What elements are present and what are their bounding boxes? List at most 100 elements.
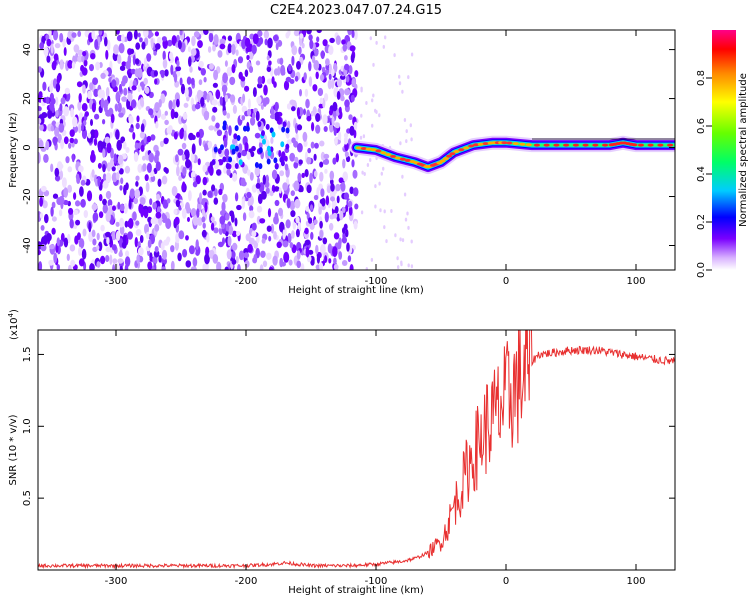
heatmap-noise-cell: [335, 183, 341, 192]
heatmap-noise-cell: [350, 53, 355, 64]
heatmap-noise-cell: [332, 212, 338, 219]
heatmap-noise-cell: [98, 194, 103, 202]
snr-scale-factor: (x104): [7, 309, 20, 340]
heatmap-noise-cell: [203, 30, 209, 35]
heatmap-noise-cell: [291, 106, 296, 112]
heatmap-noise-cell: [76, 176, 81, 184]
heatmap-track-peak: [582, 143, 589, 147]
heatmap-noise-cell: [197, 217, 203, 226]
heatmap-noise-cell: [241, 115, 246, 121]
heatmap-noise-cell: [369, 36, 372, 41]
heatmap-noise-cell: [188, 56, 192, 67]
heatmap-track-peak: [657, 143, 664, 147]
heatmap-noise-cell: [135, 42, 141, 50]
heatmap-noise-cell: [40, 185, 47, 192]
heatmap-noise-cell: [146, 135, 152, 143]
heatmap-noise-cell: [176, 98, 180, 108]
heatmap-noise-cell: [313, 153, 317, 161]
heatmap-noise-cell: [404, 217, 408, 222]
heatmap-noise-cell: [307, 147, 312, 154]
heatmap-noise-cell: [60, 139, 64, 150]
heatmap-noise-cell: [136, 254, 140, 264]
heatmap-noise-cell: [410, 52, 414, 57]
heatmap-y-tick-label: -20: [22, 188, 33, 204]
heatmap-noise-cell: [157, 178, 162, 187]
heatmap-noise-cell: [218, 227, 223, 235]
heatmap-noise-cell: [191, 35, 196, 47]
heatmap-noise-cell: [309, 172, 313, 184]
heatmap-noise-cell: [52, 136, 58, 145]
heatmap-noise-cell: [294, 75, 299, 82]
heatmap-noise-cell: [224, 266, 229, 270]
heatmap-noise-cell: [241, 198, 245, 210]
heatmap-noise-cell: [191, 134, 196, 140]
heatmap-noise-cell: [179, 77, 183, 86]
heatmap-noise-cell: [61, 177, 67, 188]
heatmap-noise-cell: [126, 31, 133, 41]
heatmap-noise-cell: [271, 76, 275, 85]
heatmap-noise-cell: [234, 125, 239, 132]
heatmap-noise-cell: [244, 85, 250, 92]
heatmap-noise-cell: [216, 169, 222, 176]
heatmap-noise-cell: [118, 112, 124, 118]
heatmap-noise-cell: [327, 79, 332, 90]
heatmap-noise-cell: [134, 142, 139, 150]
heatmap-noise-cell: [190, 152, 195, 163]
snr-y-tick-label: 0.5: [22, 490, 33, 506]
heatmap-noise-cell: [67, 264, 72, 270]
heatmap-noise-cell: [73, 209, 79, 216]
heatmap-noise-cell: [117, 258, 124, 264]
heatmap-y-label: Frequency (Hz): [8, 112, 19, 188]
heatmap-noise-cell: [113, 44, 120, 55]
heatmap-noise-cell: [338, 251, 343, 260]
heatmap-noise-cell: [164, 69, 169, 77]
heatmap-noise-cell: [98, 211, 104, 219]
heatmap-track-peak: [390, 154, 397, 158]
heatmap-noise-cell: [82, 84, 86, 94]
heatmap-noise-cell: [304, 239, 311, 246]
heatmap-noise-cell: [225, 162, 230, 169]
heatmap-noise-cell: [46, 38, 52, 47]
heatmap-noise-cell: [255, 60, 261, 66]
heatmap-noise-cell: [319, 161, 324, 168]
heatmap-noise-cell: [213, 69, 219, 81]
heatmap-noise-cell: [44, 213, 49, 224]
heatmap-noise-cell: [312, 84, 318, 92]
heatmap-noise-cell: [115, 30, 120, 35]
heatmap-noise-cell: [401, 174, 404, 179]
heatmap-noise-cell: [107, 199, 113, 207]
heatmap-noise-cell: [186, 76, 192, 85]
heatmap-noise-cell: [191, 143, 196, 155]
heatmap-noise-cell: [315, 71, 319, 80]
heatmap-noise-cell: [52, 30, 59, 41]
heatmap-noise-cell: [339, 210, 344, 221]
heatmap-noise-cell: [199, 192, 202, 204]
heatmap-noise-cell: [255, 182, 261, 189]
heatmap-noise-cell: [295, 132, 299, 142]
heatmap-noise-cell: [222, 156, 227, 163]
heatmap-noise-cell: [155, 161, 161, 172]
heatmap-track-peak: [501, 141, 508, 145]
heatmap-noise-cell: [69, 137, 75, 144]
heatmap-noise-cell: [333, 257, 337, 265]
heatmap-noise-cell: [267, 37, 273, 49]
heatmap-noise-cell: [285, 127, 290, 134]
heatmap-noise-cell: [354, 70, 359, 78]
heatmap-noise-cell: [192, 215, 198, 226]
heatmap-noise-cell: [175, 154, 179, 163]
heatmap-noise-cell: [118, 251, 123, 257]
heatmap-track-peak: [506, 141, 513, 145]
heatmap-noise-cell: [80, 198, 86, 208]
heatmap-noise-cell: [332, 246, 338, 258]
heatmap-noise-cell: [206, 93, 210, 103]
heatmap-noise-cell: [215, 122, 220, 129]
heatmap-noise-cell: [58, 195, 65, 205]
heatmap-noise-cell: [227, 235, 232, 247]
heatmap-noise-cell: [82, 228, 87, 237]
heatmap-noise-cell: [139, 131, 145, 139]
heatmap-noise-cell: [284, 163, 289, 171]
heatmap-noise-cell: [105, 87, 110, 98]
heatmap-noise-cell: [242, 93, 246, 103]
heatmap-y-ticks: -40 -20 0 20 40: [22, 43, 675, 254]
